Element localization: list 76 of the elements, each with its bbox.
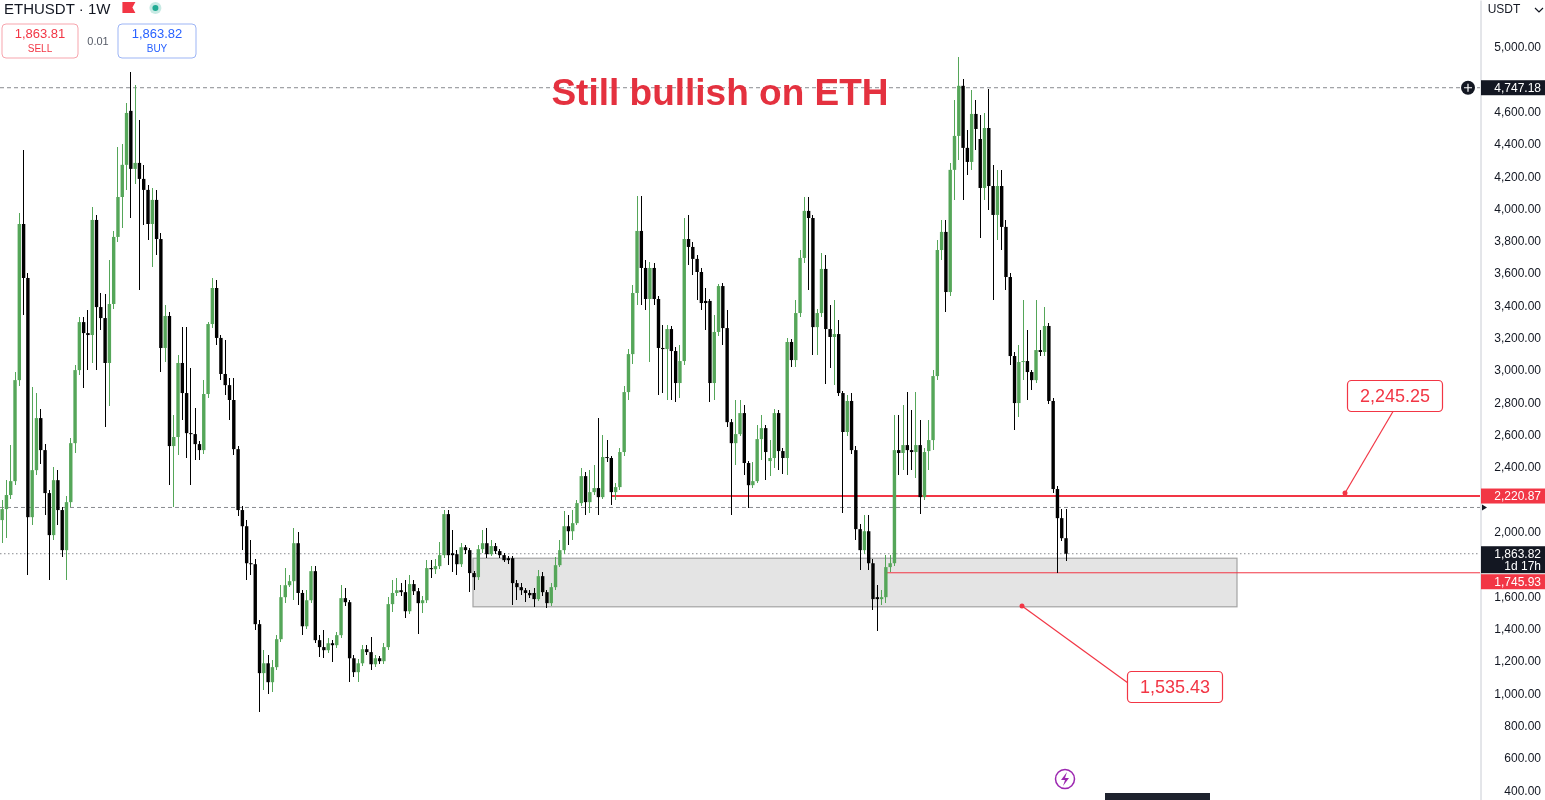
candlestick bbox=[249, 539, 253, 576]
candlestick bbox=[485, 527, 489, 559]
candlestick bbox=[678, 344, 682, 399]
y-tick-label: 400.00 bbox=[1504, 783, 1542, 798]
candlestick bbox=[455, 549, 459, 576]
text: 1d 17h bbox=[1504, 558, 1541, 573]
candlestick bbox=[395, 577, 399, 597]
text: USDT bbox=[1487, 2, 1521, 16]
candlestick bbox=[133, 84, 137, 185]
candlestick bbox=[480, 529, 485, 554]
candlestick bbox=[832, 299, 837, 386]
annotation: 1,863.82 bbox=[131, 26, 183, 41]
candlestick bbox=[399, 582, 403, 597]
candlestick bbox=[352, 654, 356, 678]
annotation: 1,863.81 bbox=[14, 26, 66, 41]
candlestick bbox=[86, 309, 90, 371]
y-tick-label: 1,600.00 bbox=[1494, 589, 1542, 604]
candlestick bbox=[545, 589, 549, 609]
candlestick bbox=[197, 440, 202, 461]
y-tick-label: 2,600.00 bbox=[1494, 428, 1542, 443]
candlestick bbox=[532, 587, 536, 608]
y-tick-label: 3,800.00 bbox=[1494, 234, 1542, 249]
candlestick bbox=[897, 414, 901, 476]
candlestick bbox=[914, 391, 918, 479]
candlestick bbox=[266, 654, 270, 695]
annotation: SELL bbox=[27, 43, 53, 54]
candlestick bbox=[575, 499, 579, 526]
candlestick bbox=[974, 99, 978, 151]
candlestick bbox=[665, 324, 669, 401]
y-tick-label: 4,400.00 bbox=[1494, 137, 1542, 152]
candlestick bbox=[189, 367, 193, 486]
candlestick bbox=[356, 658, 360, 683]
y-tick-label: 3,600.00 bbox=[1494, 266, 1542, 281]
candlestick bbox=[1064, 508, 1068, 562]
ref-line-label: 1,745.93 bbox=[1494, 574, 1542, 589]
candlestick bbox=[605, 439, 609, 463]
ref-line-label: 1,863.82 bbox=[1494, 546, 1542, 561]
candlestick bbox=[262, 649, 266, 691]
ref-line-label: 2,220.87 bbox=[1494, 489, 1542, 504]
candlestick bbox=[472, 570, 476, 591]
y-tick-label: 800.00 bbox=[1504, 719, 1542, 733]
candlestick bbox=[768, 439, 772, 477]
y-tick-label: 600.00 bbox=[1504, 751, 1542, 766]
candlestick bbox=[588, 469, 592, 514]
candlestick bbox=[781, 447, 785, 475]
candlestick bbox=[0, 499, 4, 544]
candlestick bbox=[828, 304, 832, 369]
y-tick-label: 3,200.00 bbox=[1494, 331, 1542, 346]
y-tick-label: 4,000.00 bbox=[1494, 201, 1542, 216]
y-tick-label: 1,000.00 bbox=[1494, 686, 1542, 701]
annotation: BUY bbox=[146, 43, 168, 54]
y-tick-label: 1,400.00 bbox=[1494, 622, 1542, 637]
candlestick bbox=[369, 636, 373, 671]
y-tick-label: 4,200.00 bbox=[1494, 169, 1542, 184]
y-tick-label: 1,200.00 bbox=[1494, 654, 1542, 669]
ref-line-label: 4,747.18 bbox=[1494, 80, 1542, 95]
candlestick bbox=[459, 542, 463, 568]
y-tick-label: 2,400.00 bbox=[1494, 460, 1542, 475]
candlestick bbox=[738, 399, 742, 437]
candlestick bbox=[382, 642, 386, 665]
candlestick bbox=[412, 579, 416, 596]
y-tick-label: 2,000.00 bbox=[1494, 525, 1542, 540]
y-tick-label: 3,000.00 bbox=[1494, 363, 1542, 378]
annotation: 0.01 bbox=[87, 35, 109, 47]
chart-subtitle: ETHUSDT · 1W bbox=[4, 0, 112, 17]
text: Still bullish on ETH bbox=[551, 72, 889, 113]
candlestick bbox=[322, 629, 326, 659]
y-tick-label: 3,400.00 bbox=[1494, 298, 1542, 313]
candlestick bbox=[429, 559, 433, 579]
y-tick-label: 2,800.00 bbox=[1494, 395, 1542, 410]
y-tick-label: 4,600.00 bbox=[1494, 104, 1542, 119]
candlestick bbox=[515, 579, 519, 601]
candlestick bbox=[901, 404, 905, 471]
annotation: 2,245.25 bbox=[1359, 386, 1431, 407]
annotation: 1,535.43 bbox=[1139, 677, 1211, 698]
y-tick-label: 5,000.00 bbox=[1494, 40, 1542, 55]
